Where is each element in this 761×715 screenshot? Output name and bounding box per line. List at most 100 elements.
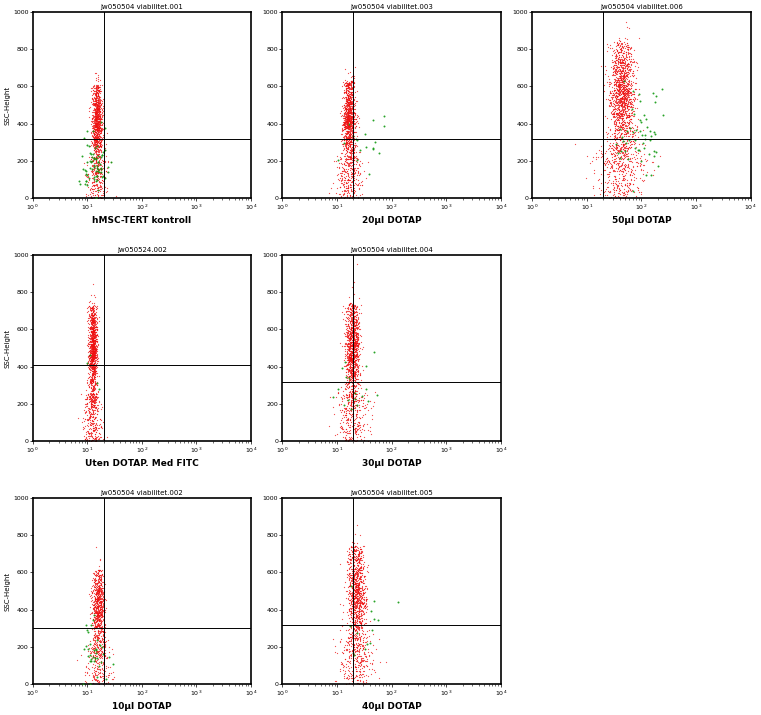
Point xyxy=(339,370,352,381)
Point xyxy=(345,362,358,373)
Point xyxy=(347,408,359,419)
Point xyxy=(348,107,360,119)
Point xyxy=(609,104,621,115)
Point xyxy=(345,163,358,174)
Point xyxy=(610,108,622,119)
Point xyxy=(339,380,352,392)
Point xyxy=(88,423,100,434)
Point xyxy=(94,606,106,617)
Point xyxy=(341,114,353,126)
Point xyxy=(87,306,99,317)
Point xyxy=(91,348,103,360)
Point xyxy=(613,88,625,99)
Point xyxy=(91,596,103,607)
Point xyxy=(91,404,103,415)
Point xyxy=(344,415,356,426)
Point xyxy=(88,326,100,337)
Point xyxy=(88,642,100,654)
Point xyxy=(94,114,106,126)
Point xyxy=(346,392,358,403)
Point xyxy=(88,581,100,593)
Point xyxy=(99,639,111,651)
Point xyxy=(349,541,361,552)
Point xyxy=(85,164,97,176)
Point xyxy=(93,581,105,592)
Point xyxy=(619,128,632,139)
Point xyxy=(610,82,622,94)
Point xyxy=(337,661,349,673)
Point xyxy=(344,152,356,163)
Point xyxy=(599,60,611,72)
Point xyxy=(93,585,105,596)
Point xyxy=(90,566,102,577)
Point xyxy=(87,327,99,339)
Point xyxy=(617,97,629,109)
Point xyxy=(616,88,628,99)
Point xyxy=(619,109,631,121)
Point xyxy=(341,82,353,94)
Point xyxy=(349,345,361,357)
Point xyxy=(90,127,102,138)
Point xyxy=(353,644,365,655)
Point xyxy=(339,106,352,117)
Point xyxy=(339,107,352,118)
Point xyxy=(92,89,104,101)
Point xyxy=(348,640,360,651)
Point xyxy=(345,366,358,378)
Point xyxy=(619,92,631,103)
Point xyxy=(88,351,100,363)
Point xyxy=(339,120,351,132)
Point xyxy=(96,604,108,616)
Point xyxy=(87,322,99,334)
Point xyxy=(341,112,353,124)
Point xyxy=(622,87,635,98)
Point xyxy=(91,631,103,642)
Point xyxy=(348,570,360,581)
Point xyxy=(337,648,349,659)
Point xyxy=(342,99,355,111)
Point xyxy=(618,116,630,127)
Point xyxy=(90,674,102,686)
Point xyxy=(339,104,352,115)
Point xyxy=(618,109,630,120)
Point xyxy=(352,621,365,633)
Point xyxy=(623,50,635,61)
Point xyxy=(613,95,625,107)
Point xyxy=(345,374,358,385)
Point xyxy=(97,613,109,624)
Point xyxy=(90,191,102,202)
Point xyxy=(91,166,103,177)
Point xyxy=(91,640,103,651)
Point xyxy=(88,155,100,167)
Point xyxy=(610,46,622,57)
Point xyxy=(620,21,632,33)
Point xyxy=(347,332,359,343)
Point xyxy=(340,112,352,124)
Point xyxy=(606,54,618,66)
Point xyxy=(339,379,352,390)
Point xyxy=(91,669,103,681)
Point xyxy=(351,553,363,565)
Point xyxy=(95,128,107,139)
Point xyxy=(345,142,358,154)
Point xyxy=(631,160,643,172)
Point xyxy=(349,326,361,337)
Point xyxy=(90,352,102,363)
Point xyxy=(605,142,617,154)
Point xyxy=(338,165,350,177)
Point xyxy=(343,120,355,132)
Point xyxy=(620,16,632,28)
Point xyxy=(357,626,369,637)
Point xyxy=(622,102,634,114)
Point xyxy=(88,604,100,616)
Point xyxy=(345,383,357,395)
Point xyxy=(86,347,98,359)
Point xyxy=(88,593,100,604)
Point xyxy=(91,376,103,388)
Point xyxy=(87,351,99,363)
Point xyxy=(349,581,361,593)
Point xyxy=(95,126,107,137)
Point xyxy=(86,305,98,316)
Point xyxy=(350,134,362,145)
Point xyxy=(84,358,97,369)
